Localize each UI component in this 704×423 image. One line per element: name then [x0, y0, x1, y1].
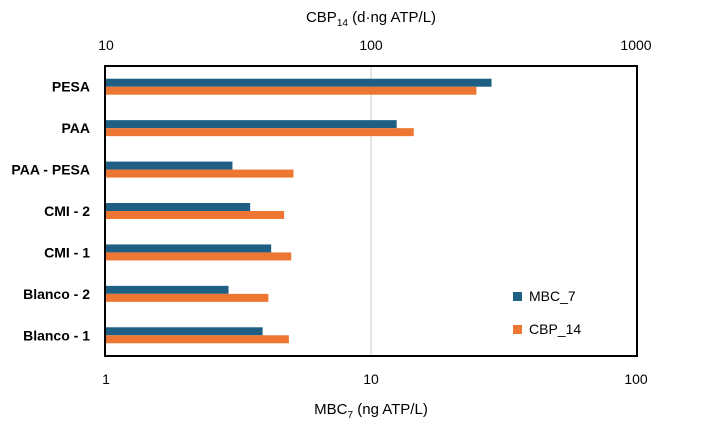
bottom-tick-label: 100	[624, 371, 648, 387]
legend-swatch-cbp14	[513, 325, 522, 334]
bottom-axis-title-rest: (ng ATP/L)	[353, 401, 428, 418]
category-label: Blanco - 1	[23, 327, 90, 343]
bottom-tick-label: 10	[363, 371, 379, 387]
category-label: CMI - 2	[44, 203, 90, 219]
bar-cbp14-cmi-1	[106, 252, 292, 261]
category-label: PESA	[52, 79, 90, 95]
bottom-axis-title: MBC7 (ng ATP/L)	[314, 401, 428, 421]
bottom-axis-ticks: 1 10 100	[102, 371, 648, 387]
bar-mbc7-blanco-2	[106, 285, 229, 294]
top-tick-label: 10	[98, 37, 114, 53]
bar-mbc7-paa	[106, 120, 397, 129]
top-axis-title-sub: 14	[337, 18, 349, 29]
bottom-axis-title-sub: 7	[348, 410, 354, 421]
bar-cbp14-blanco-1	[106, 335, 289, 344]
top-tick-label: 1000	[620, 37, 651, 53]
bar-cbp14-cmi-2	[106, 211, 285, 219]
legend: MBC_7 CBP_14	[513, 288, 581, 337]
top-tick-label: 100	[359, 37, 383, 53]
bar-mbc7-blanco-1	[106, 327, 263, 336]
bar-cbp14-blanco-2	[106, 293, 269, 302]
category-label: Blanco - 2	[23, 286, 90, 302]
legend-swatch-mbc7	[513, 292, 522, 301]
bottom-tick-label: 1	[102, 371, 110, 387]
category-labels: PESA PAA PAA - PESA CMI - 2 CMI - 1 Blanco - …	[11, 79, 90, 344]
bar-mbc7-pesa	[106, 78, 492, 87]
legend-label-cbp14: CBP_14	[529, 321, 581, 337]
bar-cbp14-paa	[106, 128, 414, 137]
bar-cbp14-paa-pesa	[106, 169, 294, 178]
bar-cbp14-pesa	[106, 86, 477, 95]
top-axis-ticks: 10 100 1000	[98, 37, 652, 53]
category-label: CMI - 1	[44, 244, 90, 260]
top-axis-title-rest: (d·ng ATP/L)	[348, 9, 436, 26]
bar-mbc7-cmi-1	[106, 244, 272, 253]
top-axis-title-main: CBP	[306, 9, 337, 26]
category-label: PAA - PESA	[11, 162, 90, 178]
bars	[106, 78, 492, 344]
plot-area	[104, 65, 638, 357]
legend-label-mbc7: MBC_7	[529, 288, 576, 304]
bar-mbc7-paa-pesa	[106, 161, 233, 170]
bar-mbc7-cmi-2	[106, 203, 251, 211]
top-axis-title: CBP14 (d·ng ATP/L)	[306, 9, 436, 29]
category-label: PAA	[61, 120, 90, 136]
bottom-axis-title-main: MBC	[314, 401, 348, 418]
